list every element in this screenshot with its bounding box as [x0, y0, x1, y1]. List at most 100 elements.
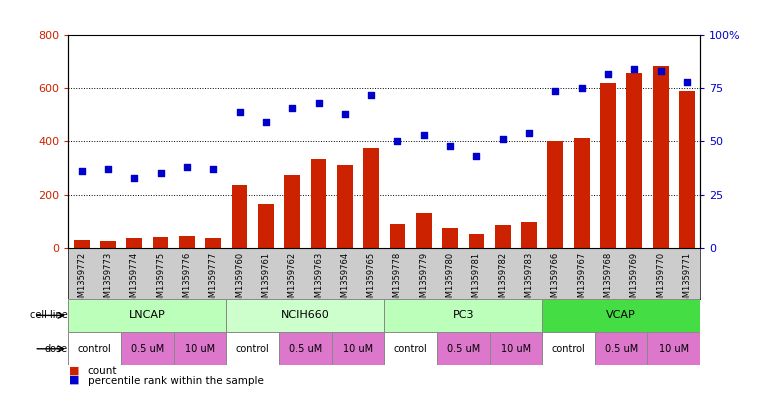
Bar: [174, 332, 227, 365]
Bar: [416, 213, 431, 248]
Bar: [653, 66, 668, 248]
Point: [313, 100, 325, 107]
Bar: [390, 224, 406, 248]
Bar: [442, 228, 458, 248]
Text: dose: dose: [45, 344, 68, 354]
Text: GSM1359776: GSM1359776: [183, 252, 192, 308]
Text: GSM1359783: GSM1359783: [524, 252, 533, 308]
Bar: [74, 240, 90, 248]
Bar: [542, 332, 595, 365]
Text: 0.5 uM: 0.5 uM: [288, 344, 322, 354]
Point: [549, 87, 562, 94]
Point: [418, 132, 430, 138]
Point: [470, 153, 482, 160]
Bar: [121, 332, 174, 365]
Text: GSM1359778: GSM1359778: [393, 252, 402, 308]
Text: GSM1359760: GSM1359760: [235, 252, 244, 308]
Text: GSM1359766: GSM1359766: [551, 252, 560, 308]
Text: 0.5 uM: 0.5 uM: [131, 344, 164, 354]
Bar: [279, 332, 332, 365]
Bar: [574, 138, 590, 248]
Text: GSM1359773: GSM1359773: [103, 252, 113, 308]
Text: LNCAP: LNCAP: [129, 310, 166, 320]
Bar: [68, 332, 121, 365]
Text: GSM1359777: GSM1359777: [209, 252, 218, 308]
Point: [207, 166, 219, 172]
Text: GSM1359781: GSM1359781: [472, 252, 481, 308]
Text: ■: ■: [68, 375, 79, 385]
Point: [102, 166, 114, 172]
Bar: [310, 159, 326, 248]
Text: 0.5 uM: 0.5 uM: [447, 344, 480, 354]
Point: [681, 79, 693, 85]
Text: GSM1359769: GSM1359769: [630, 252, 638, 308]
Point: [575, 85, 587, 92]
Bar: [547, 141, 563, 248]
Text: control: control: [552, 344, 585, 354]
Bar: [384, 299, 542, 332]
Point: [602, 70, 614, 77]
Point: [260, 119, 272, 125]
Bar: [258, 204, 274, 248]
Bar: [469, 234, 484, 248]
Text: count: count: [88, 366, 117, 376]
Text: 10 uM: 10 uM: [501, 344, 531, 354]
Point: [181, 164, 193, 170]
Bar: [542, 299, 700, 332]
Text: VCAP: VCAP: [607, 310, 636, 320]
Bar: [600, 83, 616, 248]
Bar: [231, 185, 247, 248]
Text: control: control: [236, 344, 269, 354]
Point: [391, 138, 403, 145]
Text: GSM1359762: GSM1359762: [288, 252, 297, 308]
Bar: [205, 238, 221, 248]
Bar: [648, 332, 700, 365]
Text: percentile rank within the sample: percentile rank within the sample: [88, 376, 263, 386]
Text: GSM1359770: GSM1359770: [656, 252, 665, 308]
Bar: [495, 225, 511, 248]
Point: [497, 136, 509, 143]
Bar: [153, 237, 168, 248]
Bar: [337, 165, 352, 248]
Text: GSM1359775: GSM1359775: [156, 252, 165, 308]
Bar: [679, 91, 695, 248]
Bar: [437, 332, 489, 365]
Point: [629, 66, 641, 72]
Point: [365, 92, 377, 98]
Bar: [626, 72, 642, 248]
Point: [444, 143, 456, 149]
Bar: [100, 241, 116, 248]
Text: 0.5 uM: 0.5 uM: [604, 344, 638, 354]
Text: GSM1359771: GSM1359771: [683, 252, 692, 308]
Text: control: control: [78, 344, 112, 354]
Text: control: control: [393, 344, 428, 354]
Point: [234, 108, 246, 115]
Text: 10 uM: 10 uM: [185, 344, 215, 354]
Point: [654, 68, 667, 75]
Text: cell line: cell line: [30, 310, 68, 320]
Text: GSM1359765: GSM1359765: [367, 252, 376, 308]
Point: [339, 111, 351, 117]
Bar: [363, 148, 379, 248]
Text: GSM1359782: GSM1359782: [498, 252, 508, 308]
Text: GSM1359774: GSM1359774: [130, 252, 139, 308]
Bar: [126, 238, 142, 248]
Text: NCIH660: NCIH660: [281, 310, 330, 320]
Text: PC3: PC3: [453, 310, 474, 320]
Point: [523, 130, 535, 136]
Bar: [595, 332, 648, 365]
Point: [75, 168, 88, 174]
Text: GSM1359763: GSM1359763: [314, 252, 323, 308]
Bar: [227, 299, 384, 332]
Point: [154, 170, 167, 176]
Bar: [179, 236, 195, 248]
Text: GSM1359780: GSM1359780: [446, 252, 454, 308]
Text: 10 uM: 10 uM: [343, 344, 373, 354]
Text: GSM1359779: GSM1359779: [419, 252, 428, 308]
Text: 10 uM: 10 uM: [659, 344, 689, 354]
Text: GSM1359767: GSM1359767: [577, 252, 586, 308]
Text: GSM1359768: GSM1359768: [603, 252, 613, 308]
Bar: [68, 299, 227, 332]
Bar: [384, 332, 437, 365]
Point: [286, 105, 298, 111]
